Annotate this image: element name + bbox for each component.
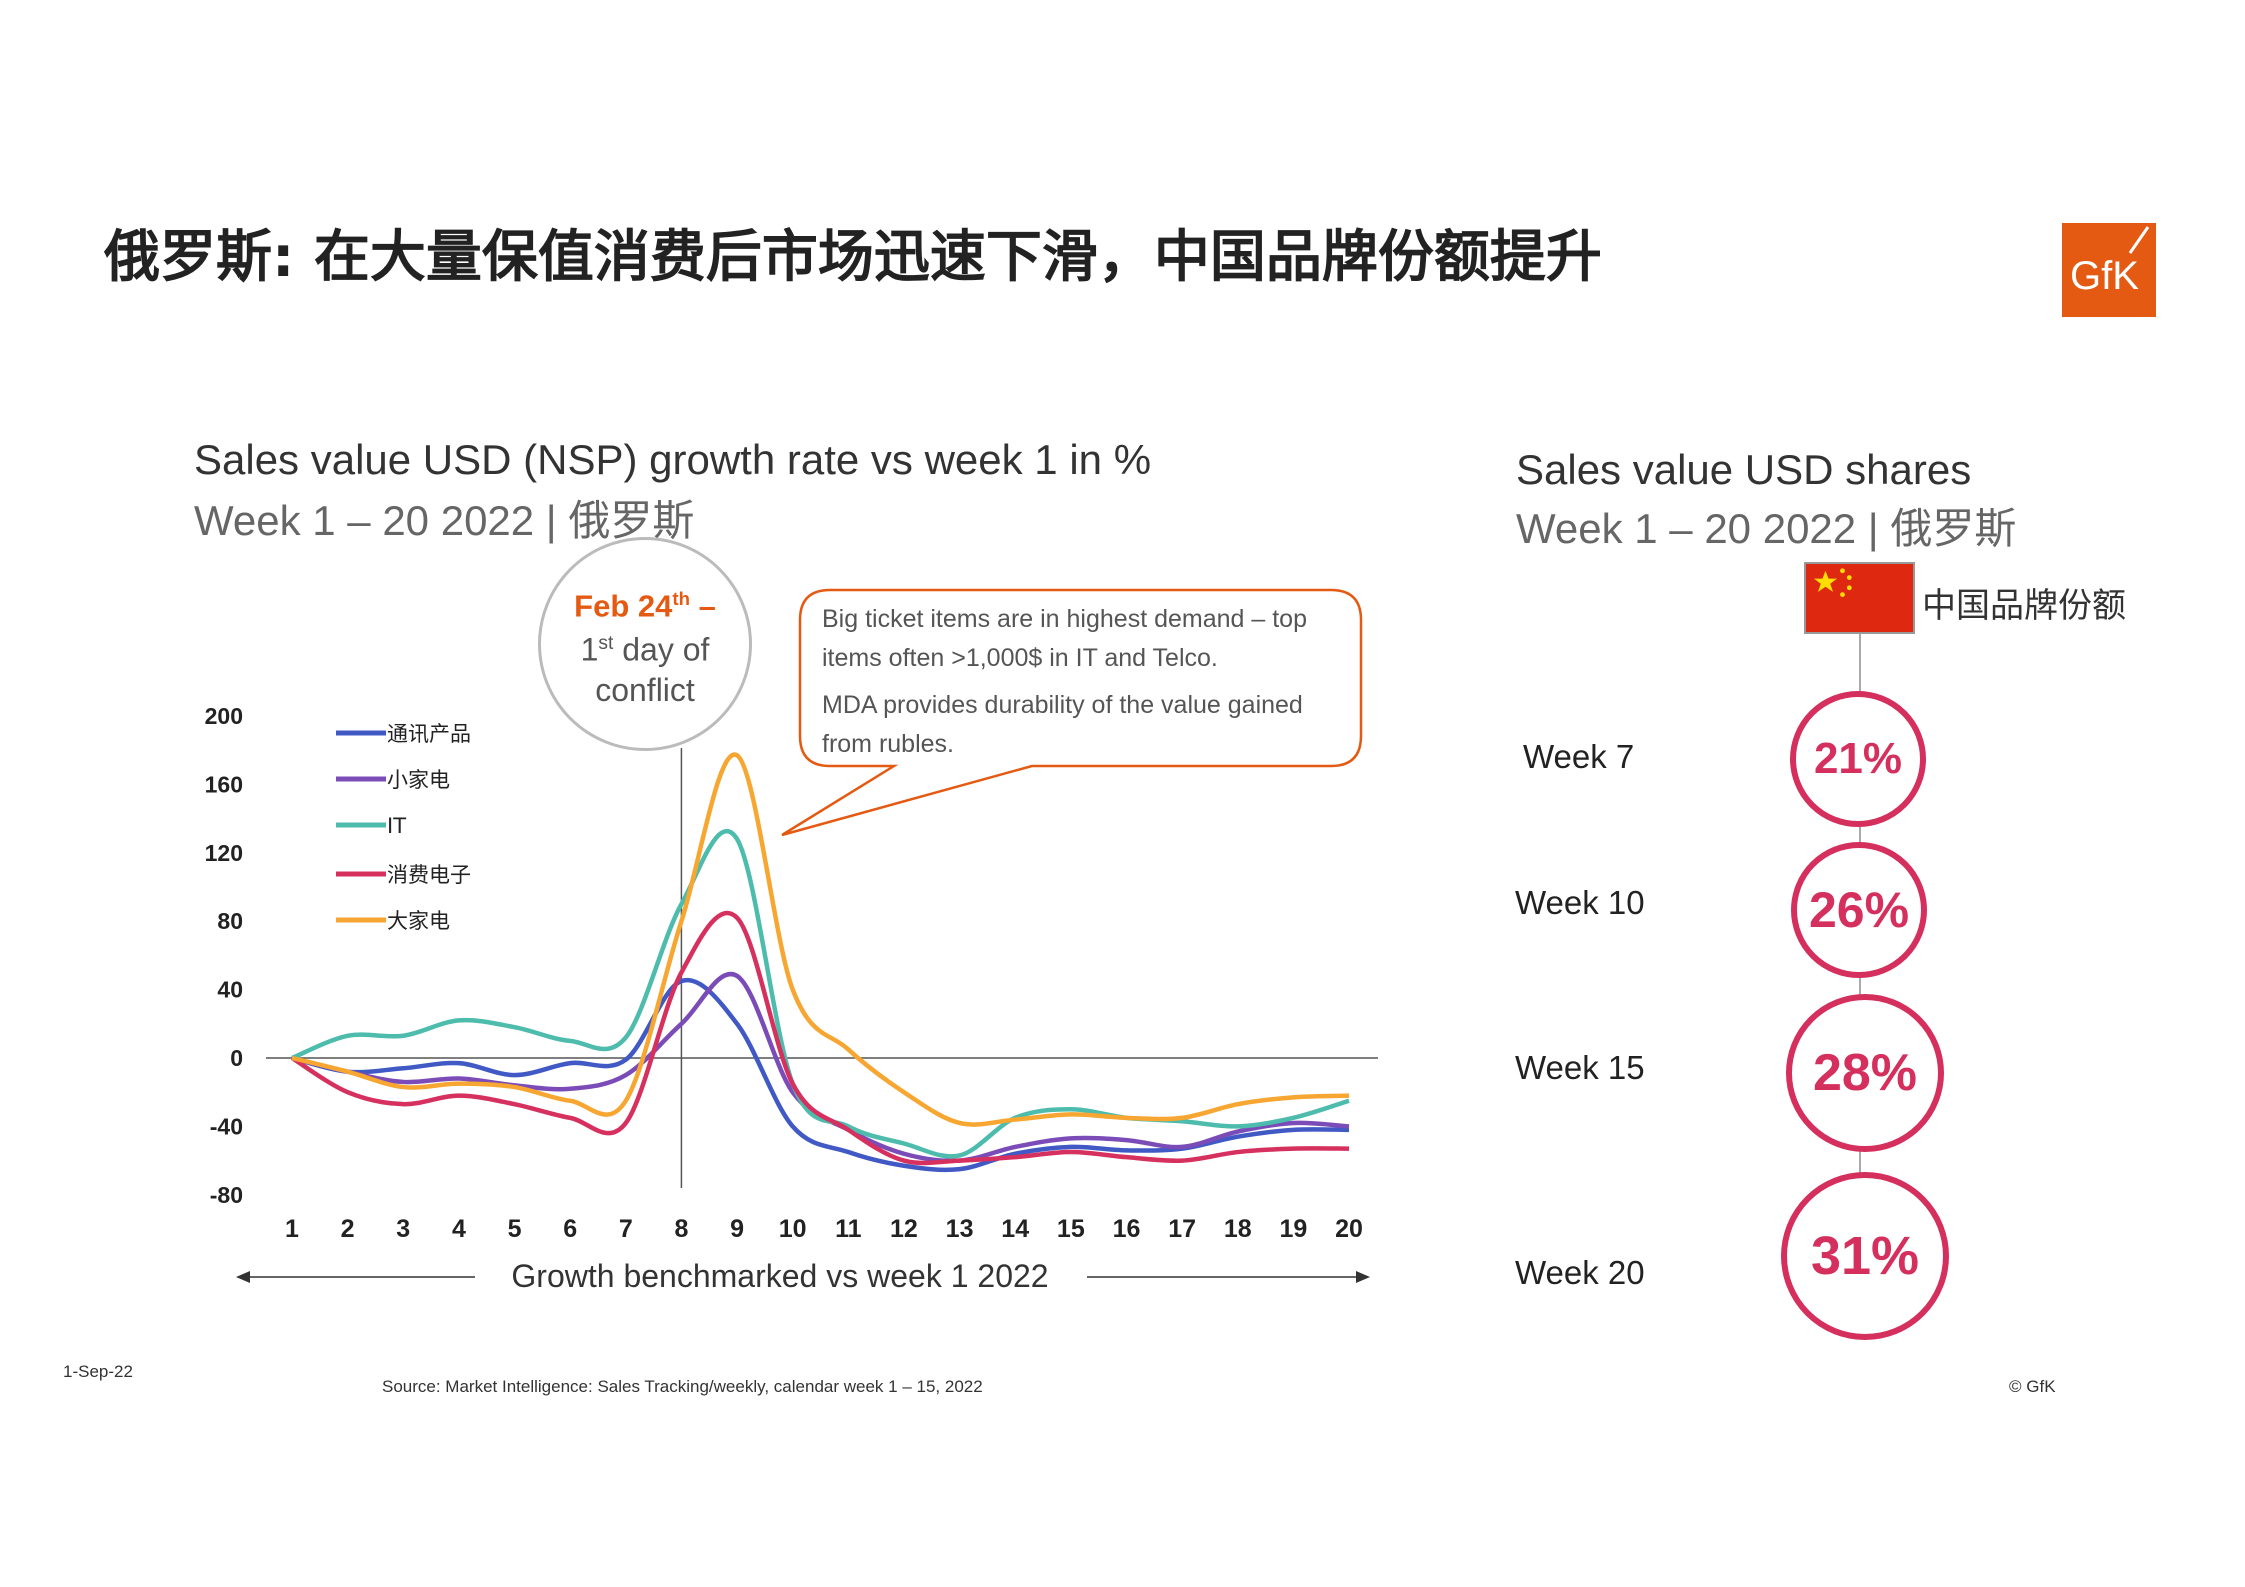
week-label: Week 10 <box>1515 884 1645 921</box>
chart-subtitle: Week 1 – 20 2022 | 俄罗斯 <box>194 497 695 544</box>
x-tick-label: 9 <box>730 1215 744 1243</box>
share-value: 28% <box>1812 1044 1918 1102</box>
conflict-label: conflict <box>595 671 695 708</box>
series-line-2 <box>291 971 1350 1164</box>
x-tick-label: 5 <box>508 1215 522 1243</box>
svg-text:GfK: GfK <box>2070 254 2139 298</box>
footer-copyright: © GfK <box>2009 1377 2056 1396</box>
x-tick-label: 6 <box>563 1215 577 1243</box>
day-rest: day of <box>613 631 710 668</box>
callout-text: Big ticket items are in highest demand –… <box>822 600 1342 772</box>
flag-label: 中国品牌份额 <box>1922 586 2126 626</box>
y-tick-label: -40 <box>210 1113 243 1139</box>
y-tick-label: 80 <box>217 908 243 934</box>
share-value: 26% <box>1808 882 1910 938</box>
gfk-logo: GfK <box>2062 223 2156 317</box>
legend-label: 通讯产品 <box>387 722 471 746</box>
x-tick-label: 2 <box>341 1215 355 1243</box>
callout-p1: Big ticket items are in highest demand –… <box>822 605 1307 672</box>
y-tick-label: 160 <box>205 771 243 797</box>
x-tick-label: 15 <box>1057 1215 1085 1243</box>
share-circle: 28% <box>1786 994 1944 1152</box>
x-tick-label: 4 <box>452 1215 466 1243</box>
day-num: 1 <box>580 631 599 668</box>
arrow-left-icon <box>236 1271 250 1283</box>
legend-label: 小家电 <box>387 768 450 792</box>
x-tick-label: 20 <box>1335 1215 1363 1243</box>
date-suffix: – <box>689 588 716 624</box>
week-label: Week 7 <box>1523 738 1635 775</box>
x-tick-label: 14 <box>1001 1215 1029 1243</box>
callout-box <box>781 588 1363 837</box>
y-tick-label: 0 <box>230 1045 243 1071</box>
footer-source: Source: Market Intelligence: Sales Track… <box>382 1377 983 1396</box>
share-value: 31% <box>1810 1226 1920 1286</box>
china-flag-icon <box>1804 562 1915 634</box>
x-tick-label: 12 <box>890 1215 918 1243</box>
x-tick-label: 16 <box>1113 1215 1141 1243</box>
week-label: Week 15 <box>1515 1049 1645 1086</box>
series-line-5 <box>291 752 1350 1127</box>
x-tick-label: 18 <box>1224 1215 1252 1243</box>
date-sup: th <box>672 588 690 609</box>
share-value: 21% <box>1813 734 1903 783</box>
legend-label: 消费电子 <box>387 863 471 887</box>
share-circle: 31% <box>1781 1172 1949 1340</box>
x-tick-label: 11 <box>835 1215 862 1243</box>
legend-label: 大家电 <box>387 909 450 933</box>
x-tick-label: 1 <box>285 1215 299 1243</box>
shares-subtitle: Week 1 – 20 2022 | 俄罗斯 <box>1516 505 2017 552</box>
share-circle: 26% <box>1791 842 1927 978</box>
callout-p2: MDA provides durability of the value gai… <box>822 691 1303 758</box>
y-tick-label: 200 <box>205 703 243 729</box>
x-tick-label: 17 <box>1168 1215 1196 1243</box>
x-tick-label: 8 <box>674 1215 688 1243</box>
x-tick-label: 7 <box>619 1215 633 1243</box>
day-sup: st <box>598 633 614 655</box>
series-line-4 <box>290 910 1350 1166</box>
footer-date: 1-Sep-22 <box>63 1362 133 1381</box>
week-label: Week 20 <box>1515 1254 1645 1291</box>
shares-title: Sales value USD shares <box>1516 446 1972 493</box>
x-axis-title: Growth benchmarked vs week 1 2022 <box>511 1258 1049 1294</box>
x-tick-label: 19 <box>1279 1215 1307 1243</box>
legend-label: IT <box>387 814 406 838</box>
y-tick-label: 40 <box>217 977 243 1003</box>
x-tick-label: 13 <box>946 1215 974 1243</box>
y-tick-label: -80 <box>210 1182 243 1208</box>
x-tick-label: 10 <box>779 1215 807 1243</box>
x-tick-label: 3 <box>396 1215 410 1243</box>
conflict-date: Feb 24 <box>574 588 673 624</box>
chart-title: Sales value USD (NSP) growth rate vs wee… <box>194 436 1152 483</box>
conflict-annotation: Feb 24th – 1st day of conflict <box>538 537 752 751</box>
arrow-right-icon <box>1356 1271 1370 1283</box>
series-line-1 <box>291 977 1350 1173</box>
share-circle: 21% <box>1790 691 1926 827</box>
page-title: 俄罗斯: 在大量保值消费后市场迅速下滑，中国品牌份额提升 <box>104 225 1602 290</box>
y-tick-label: 120 <box>205 840 243 866</box>
